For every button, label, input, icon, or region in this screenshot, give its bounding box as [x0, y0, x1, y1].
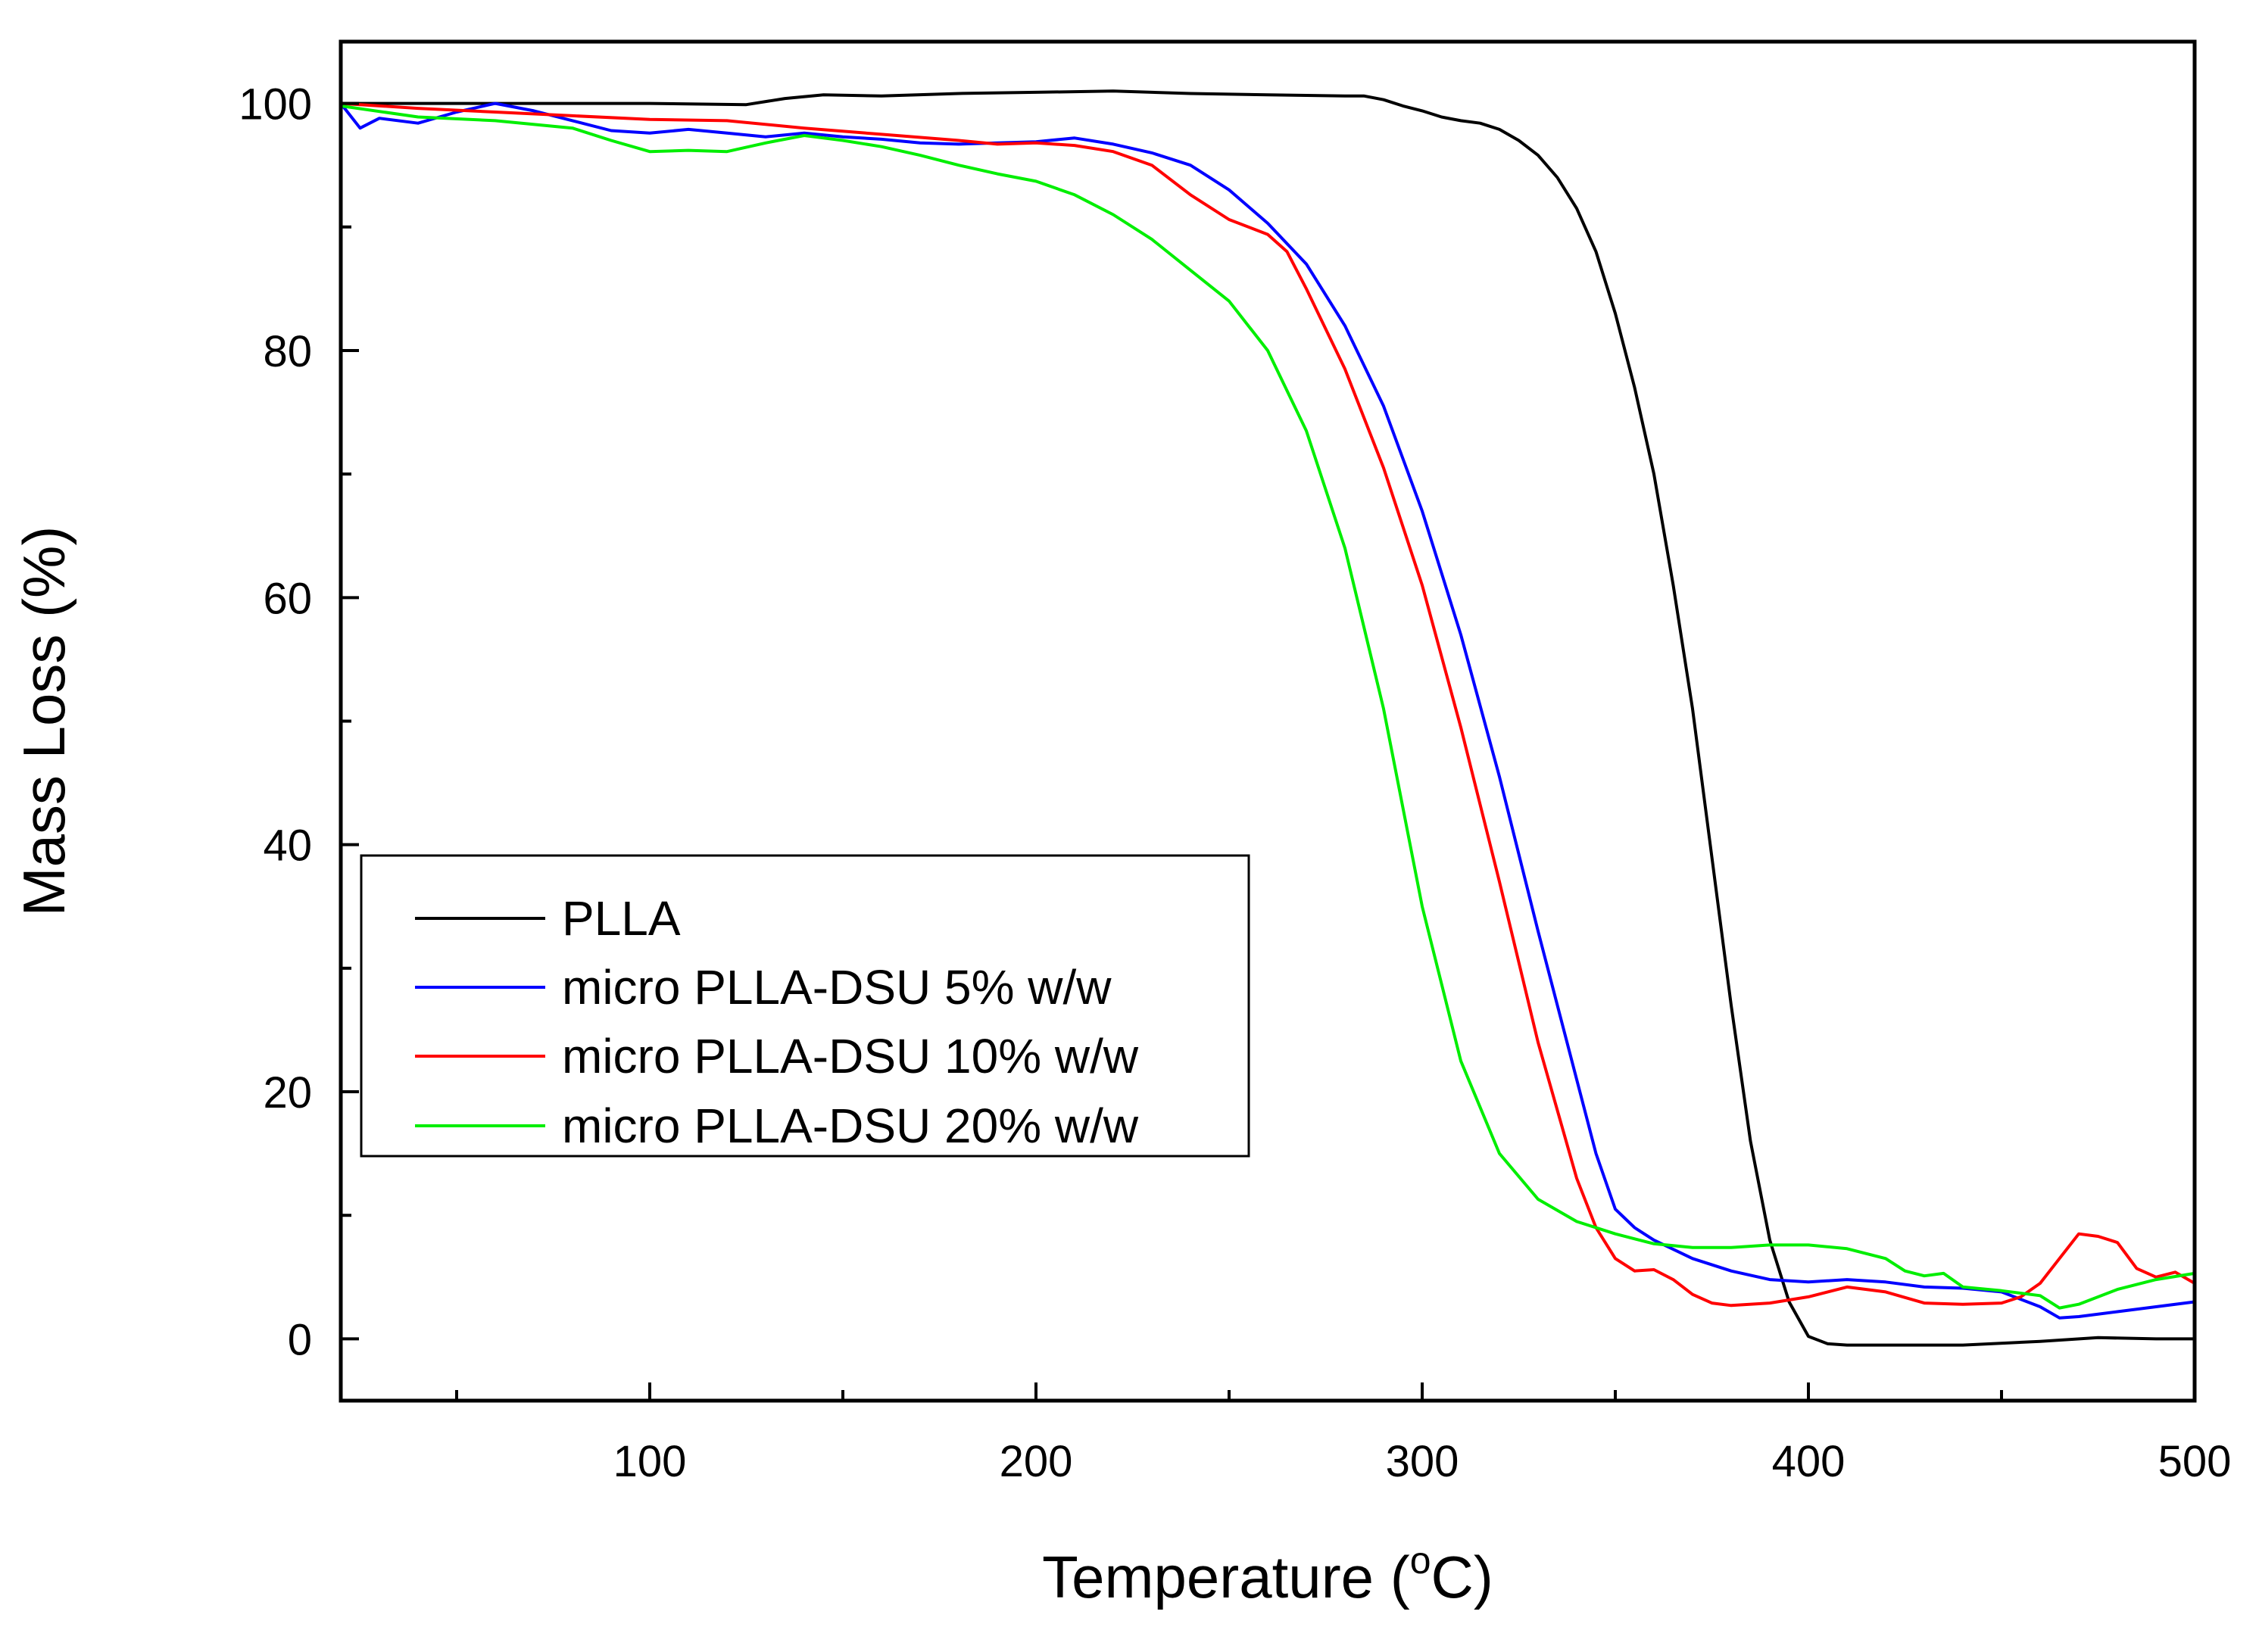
x-tick-label: 400	[1772, 1437, 1846, 1486]
legend-label-1: PLLA	[562, 891, 681, 946]
x-tick-label: 500	[2158, 1437, 2232, 1486]
legend-label-3: micro PLLA-DSU 10% w/w	[562, 1029, 1139, 1083]
x-axis-title-main: Temperature (	[1042, 1544, 1410, 1610]
x-tick-label: 100	[613, 1437, 687, 1486]
y-tick-label: 100	[239, 80, 312, 129]
y-tick-label: 20	[263, 1068, 312, 1117]
x-tick-label: 200	[1000, 1437, 1073, 1486]
series-line-2	[339, 101, 2196, 1320]
plot-frame	[339, 39, 2197, 1403]
legend: PLLA micro PLLA-DSU 5% w/w micro PLLA-DSU …	[360, 854, 1250, 1158]
x-axis-title: Temperature (oC)	[1042, 1539, 1493, 1610]
y-tick-label: 40	[263, 821, 312, 871]
legend-box	[360, 854, 1250, 1158]
y-tick-label: 0	[288, 1315, 312, 1364]
series-line-3	[339, 101, 2196, 1308]
series-line-1	[339, 89, 2196, 1347]
x-axis-title-suffix: C)	[1431, 1544, 1493, 1610]
axis-ticks: 100 200 300 400 500 0 20 40 60 80 100	[239, 80, 2231, 1486]
y-tick-label: 80	[263, 327, 312, 376]
series-line-4	[339, 104, 2196, 1310]
legend-label-2: micro PLLA-DSU 5% w/w	[562, 960, 1112, 1015]
legend-label-4: micro PLLA-DSU 20% w/w	[562, 1099, 1139, 1153]
plot-area	[339, 89, 2196, 1347]
y-axis-title: Mass Loss (%)	[11, 526, 77, 917]
x-tick-label: 300	[1386, 1437, 1459, 1486]
x-axis-title-superscript: o	[1410, 1539, 1431, 1582]
y-tick-label: 60	[263, 574, 312, 623]
